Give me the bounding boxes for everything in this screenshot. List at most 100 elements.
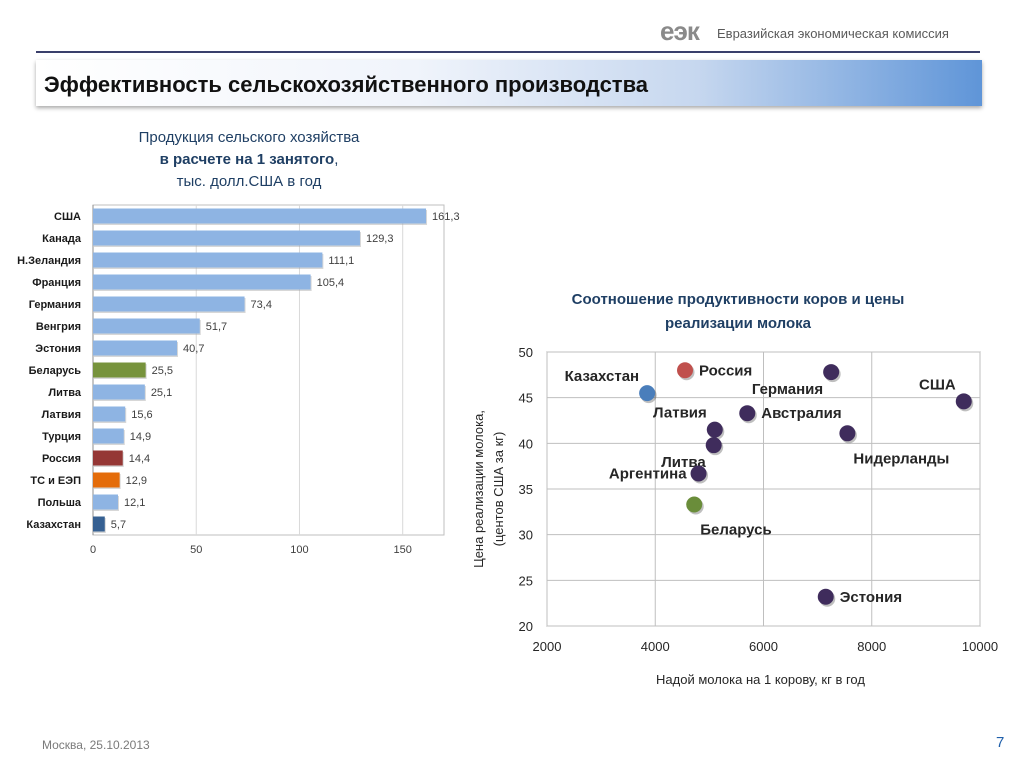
bar	[93, 230, 360, 246]
scatter-x-tick-label: 6000	[749, 639, 778, 654]
scatter-point-label: Россия	[699, 362, 752, 379]
scatter-point	[706, 421, 723, 438]
scatter-y-tick-label: 30	[519, 528, 533, 543]
bar	[93, 450, 123, 466]
bar	[93, 516, 105, 532]
scatter-y-tick-label: 35	[519, 482, 533, 497]
scatter-point-label: Латвия	[653, 405, 707, 422]
bar-value-label: 129,3	[366, 233, 394, 245]
bar	[93, 296, 245, 312]
bar-category-label: Франция	[32, 277, 81, 289]
scatter-point	[686, 496, 703, 513]
scatter-x-tick-label: 4000	[641, 639, 670, 654]
scatter-point-label: США	[919, 376, 956, 393]
bar	[93, 472, 120, 488]
bar-category-label: Литва	[48, 387, 81, 399]
scatter-point	[677, 362, 694, 379]
scatter-y-tick-label: 40	[519, 436, 533, 451]
bar-value-label: 105,4	[317, 277, 345, 289]
bar	[93, 318, 200, 334]
bar-chart-title-line2: в расчете на 1 занятого,	[84, 149, 414, 171]
bar	[93, 340, 178, 356]
bar	[93, 428, 124, 444]
scatter-point	[817, 588, 834, 605]
bar-chart-title: Продукция сельского хозяйства в расчете …	[84, 127, 414, 193]
bar-value-label: 12,1	[124, 497, 145, 509]
bar-value-label: 14,9	[130, 431, 151, 443]
bar-category-label: Германия	[29, 299, 81, 311]
scatter-point	[690, 465, 707, 482]
bar-category-label: Турция	[42, 431, 81, 443]
bar-value-label: 40,7	[183, 343, 204, 355]
scatter-point	[639, 385, 656, 402]
bar-value-label: 25,5	[152, 365, 173, 377]
bar	[93, 406, 126, 422]
bar-value-label: 111,1	[328, 255, 354, 267]
scatter-point	[739, 405, 756, 422]
bar-category-label: Казахстан	[26, 519, 81, 531]
scatter-point-label: Австралия	[761, 405, 841, 422]
bar-category-label: Польша	[38, 497, 82, 509]
bar	[93, 362, 146, 378]
scatter-chart-title: Соотношение продуктивности коров и цены …	[571, 291, 905, 332]
bar-x-tick-label: 0	[90, 544, 96, 556]
scatter-point	[823, 364, 840, 381]
footer-date: Москва, 25.10.2013	[42, 738, 150, 752]
scatter-point-label: Беларусь	[700, 522, 772, 539]
scatter-y-tick-label: 50	[519, 345, 533, 360]
scatter-x-tick-label: 8000	[857, 639, 886, 654]
bar-value-label: 51,7	[206, 321, 227, 333]
bar-category-label: США	[54, 211, 81, 223]
bar-value-label: 15,6	[131, 409, 152, 421]
scatter-point	[955, 393, 972, 410]
bar-category-label: Беларусь	[29, 365, 82, 377]
organization-name: Евразийская экономическая комиссия	[717, 26, 949, 41]
page-number: 7	[996, 734, 1005, 751]
scatter-point-label: Аргентина	[609, 465, 687, 482]
eek-logo: eэк	[660, 16, 700, 46]
bar	[93, 274, 311, 290]
scatter-x-axis-label: Надой молока на 1 корову, кг в год	[656, 672, 865, 687]
bar-category-label: Латвия	[42, 409, 81, 421]
bar-category-label: Россия	[42, 453, 81, 465]
scatter-y-axis-label: Цена реализации молока, (центов США за кг…	[471, 410, 506, 568]
bar-value-label: 12,9	[126, 475, 147, 487]
bar-value-label: 25,1	[151, 387, 172, 399]
bar-x-tick-label: 100	[290, 544, 308, 556]
header-divider	[36, 51, 980, 53]
bar-chart-title-line2-tail: ,	[334, 151, 339, 168]
bar	[93, 384, 145, 400]
scatter-point	[839, 425, 856, 442]
title-banner: Эффективность сельскохозяйственного прои…	[36, 60, 982, 106]
scatter-point-label: Эстония	[840, 589, 902, 606]
bar-category-label: Эстония	[35, 343, 81, 355]
bar-value-label: 14,4	[129, 453, 150, 465]
bar-chart-title-line1: Продукция сельского хозяйства	[138, 129, 360, 146]
bar	[93, 252, 323, 268]
bar-x-tick-label: 50	[190, 544, 202, 556]
slide-title: Эффективность сельскохозяйственного прои…	[44, 72, 649, 97]
bar	[93, 208, 427, 224]
bar-value-label: 5,7	[111, 519, 126, 531]
scatter-x-tick-label: 2000	[533, 639, 562, 654]
bar-x-tick-label: 150	[394, 544, 412, 556]
bar-value-label: 161,3	[432, 211, 460, 223]
scatter-y-tick-label: 20	[519, 619, 533, 634]
bar-value-label: 73,4	[251, 299, 272, 311]
bar-chart-title-line3: тыс. долл.США в год	[176, 173, 322, 190]
bar	[93, 494, 118, 510]
scatter-y-tick-label: 25	[519, 573, 533, 588]
scatter-point-label: Нидерланды	[853, 450, 949, 467]
bar-category-label: Венгрия	[36, 321, 81, 333]
bar-category-label: Н.Зеландия	[17, 255, 81, 267]
bar-category-label: Канада	[42, 233, 82, 245]
scatter-point-label: Казахстан	[565, 368, 640, 385]
scatter-point-label: Германия	[752, 381, 823, 398]
scatter-y-tick-label: 45	[519, 391, 533, 406]
scatter-point	[705, 437, 722, 454]
slide-header: eэк Евразийская экономическая комиссия	[0, 0, 1024, 56]
bar-chart-title-line2-bold: в расчете на 1 занятого	[159, 151, 335, 168]
scatter-x-tick-label: 10000	[962, 639, 998, 654]
